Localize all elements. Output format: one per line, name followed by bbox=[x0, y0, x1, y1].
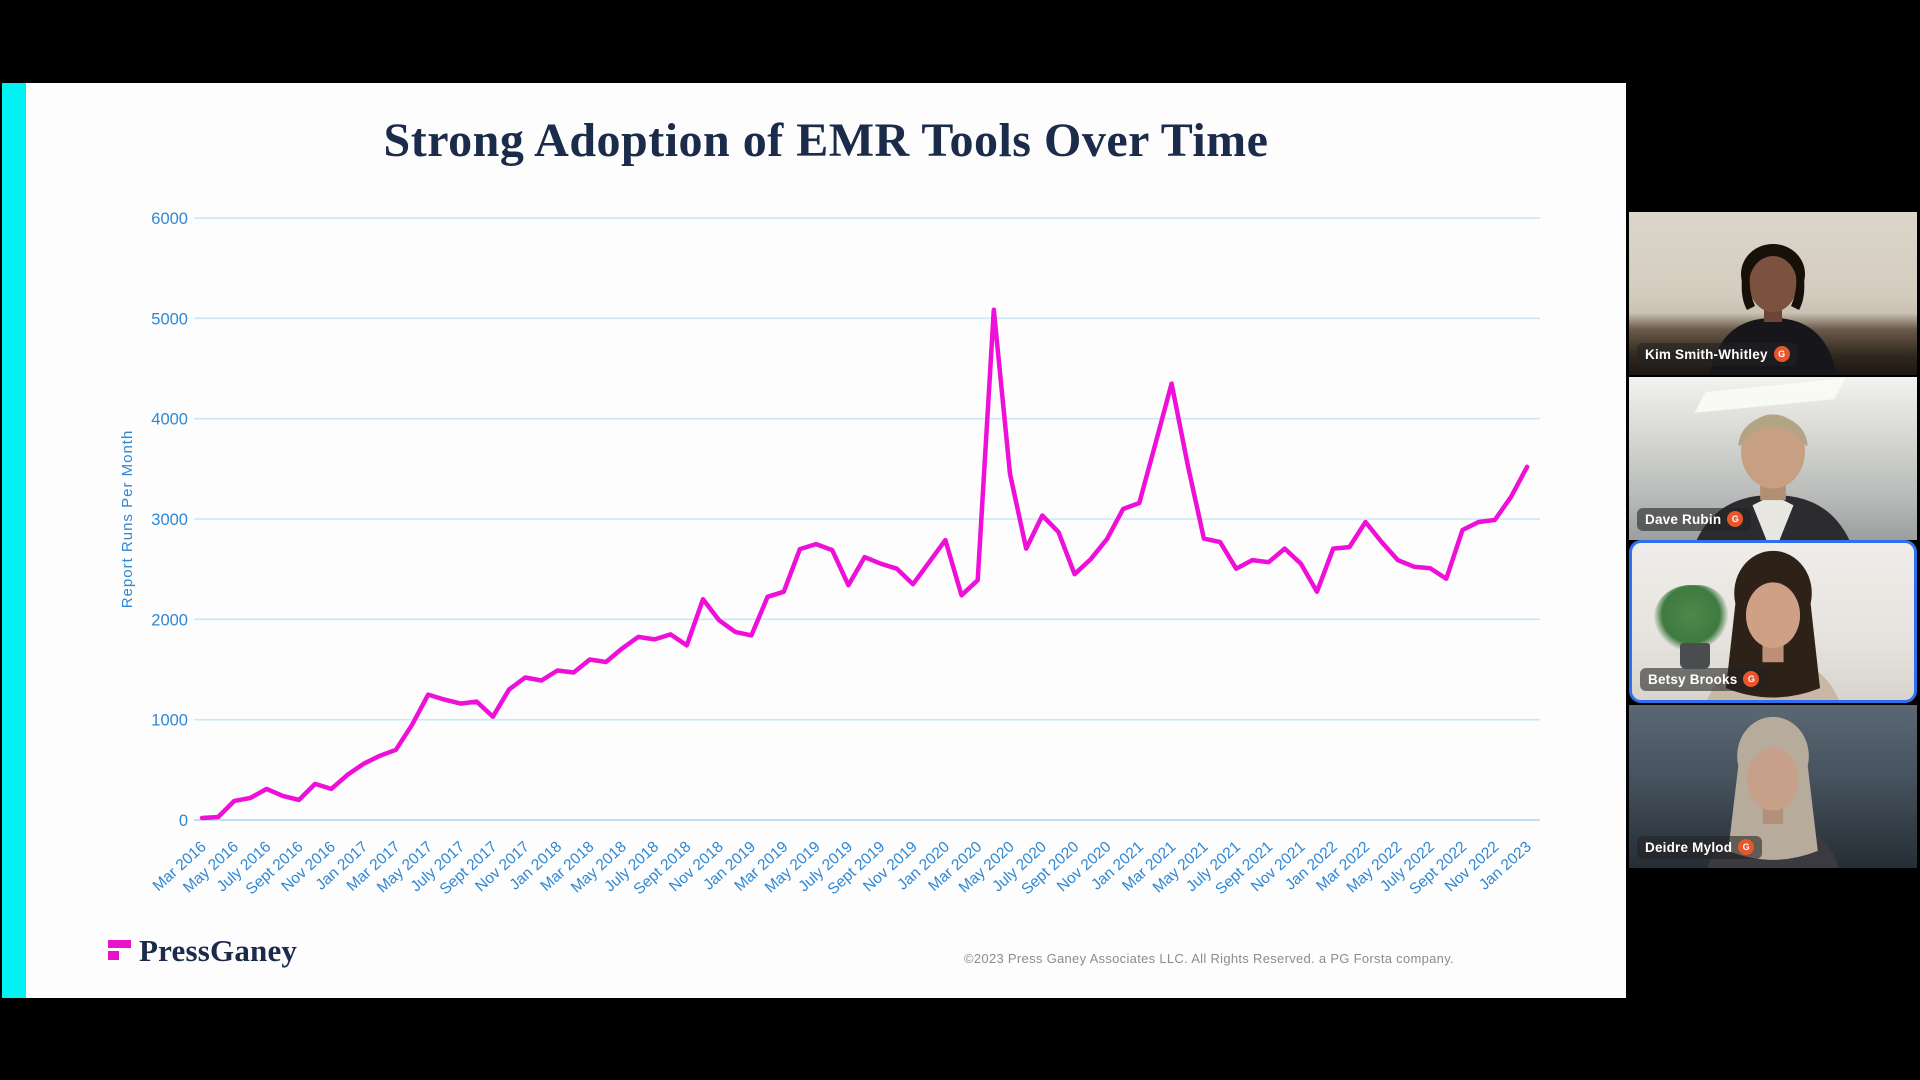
participant-name: Betsy Brooks bbox=[1648, 671, 1738, 687]
participant-silhouette bbox=[1707, 716, 1839, 868]
participant-name: Deidre Mylod bbox=[1645, 839, 1733, 855]
press-ganey-logo-icon bbox=[108, 939, 131, 960]
participant-name-tag: Betsy Brooks G bbox=[1640, 668, 1768, 691]
svg-text:Report Runs Per Month: Report Runs Per Month bbox=[119, 430, 136, 609]
slide-accent-strip bbox=[2, 83, 26, 998]
svg-text:2000: 2000 bbox=[151, 611, 188, 629]
participant-video-dave-rubin[interactable]: Dave Rubin G bbox=[1629, 377, 1917, 540]
participant-badge-icon: G bbox=[1743, 671, 1760, 687]
svg-text:6000: 6000 bbox=[151, 210, 188, 228]
participant-panel: Kim Smith-Whitley G Dave Rubin G bbox=[1629, 0, 1917, 1080]
slide-title: Strong Adoption of EMR Tools Over Time bbox=[383, 114, 1269, 167]
emr-line-chart: 0 1000 2000 3000 4000 5000 6000 Report Runs Per… bbox=[119, 210, 1540, 898]
press-ganey-logo: PressGaney bbox=[108, 933, 297, 969]
participant-badge-icon: G bbox=[1727, 511, 1744, 527]
participant-name: Dave Rubin bbox=[1645, 511, 1722, 527]
participant-name-tag: Deidre Mylod G bbox=[1637, 836, 1763, 859]
participant-video-deidre-mylod[interactable]: Deidre Mylod G bbox=[1629, 705, 1917, 868]
svg-text:4000: 4000 bbox=[151, 411, 188, 429]
participant-video-kim-smith-whitley[interactable]: Kim Smith-Whitley G bbox=[1629, 212, 1917, 375]
participant-name-tag: Dave Rubin G bbox=[1637, 508, 1752, 531]
participant-badge-icon: G bbox=[1773, 346, 1790, 362]
participant-name: Kim Smith-Whitley bbox=[1645, 346, 1768, 362]
participant-badge-icon: G bbox=[1738, 839, 1755, 855]
presentation-slide: Strong Adoption of EMR Tools Over Time 0… bbox=[26, 83, 1626, 998]
svg-text:3000: 3000 bbox=[151, 511, 188, 529]
copyright-text: ©2023 Press Ganey Associates LLC. All Ri… bbox=[964, 951, 1454, 966]
participant-name-tag: Kim Smith-Whitley G bbox=[1637, 343, 1798, 366]
svg-text:0: 0 bbox=[179, 812, 188, 830]
logo-text: PressGaney bbox=[139, 933, 298, 968]
svg-text:1000: 1000 bbox=[151, 712, 188, 730]
participant-video-betsy-brooks[interactable]: Betsy Brooks G bbox=[1629, 540, 1917, 703]
svg-text:5000: 5000 bbox=[151, 310, 188, 328]
